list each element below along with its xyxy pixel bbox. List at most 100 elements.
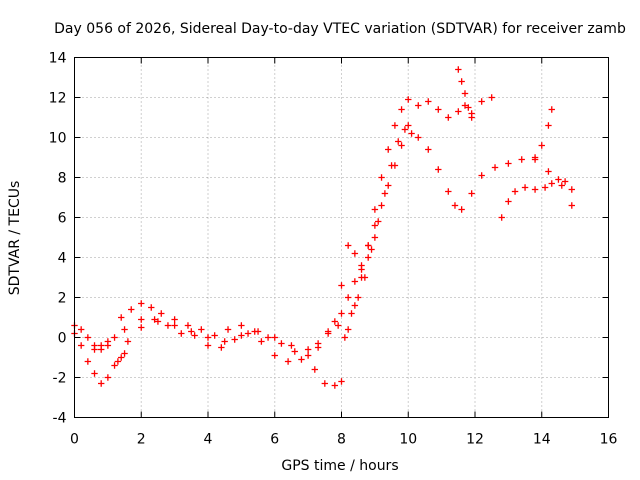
data-point [98, 342, 105, 349]
data-point [271, 334, 278, 341]
data-point [398, 142, 405, 149]
data-point [401, 126, 409, 133]
data-point [188, 328, 195, 335]
data-point [465, 104, 472, 111]
data-point [77, 342, 85, 349]
data-point [331, 382, 339, 389]
x-tick-label: 0 [70, 432, 79, 448]
y-tick-label: 14 [49, 51, 67, 67]
data-point [151, 316, 158, 323]
data-marks [71, 66, 575, 389]
data-point [91, 346, 98, 353]
data-point [468, 114, 475, 121]
data-point [558, 182, 565, 189]
data-point [375, 218, 382, 225]
data-point [138, 316, 145, 323]
data-point [321, 380, 329, 387]
y-tick-label: 8 [58, 171, 67, 187]
data-point [521, 184, 529, 191]
data-point [371, 222, 379, 229]
data-point [314, 344, 322, 351]
data-point [271, 352, 278, 359]
data-point [111, 362, 118, 369]
data-point [211, 332, 218, 339]
series-track-6 [531, 106, 555, 161]
y-tick-label: 6 [58, 211, 67, 227]
data-point [445, 188, 452, 195]
data-point [348, 310, 355, 317]
data-point [498, 214, 505, 221]
series-track-3 [118, 122, 412, 359]
data-point [505, 160, 512, 167]
data-point [391, 122, 399, 129]
data-point [468, 190, 475, 197]
data-point [541, 184, 549, 191]
data-point [118, 354, 125, 361]
data-point [351, 302, 359, 309]
data-point [84, 358, 92, 365]
y-tick-label: 12 [49, 91, 67, 107]
data-point [114, 358, 122, 365]
y-tick-label: 0 [58, 331, 67, 347]
data-point [445, 114, 452, 121]
data-point [461, 102, 469, 109]
data-point [531, 154, 539, 161]
x-tick-label: 6 [270, 432, 279, 448]
data-point [561, 178, 569, 185]
data-point [121, 350, 128, 357]
data-point [455, 108, 462, 115]
x-tick-labels: 0 2 4 6 8 10 12 14 16 [70, 432, 617, 448]
data-point [238, 332, 245, 339]
data-point [548, 106, 555, 113]
data-point [218, 344, 225, 351]
data-point [548, 180, 555, 187]
data-point [184, 322, 192, 329]
data-point [298, 356, 305, 363]
chart-title: Day 056 of 2026, Sidereal Day-to-day VTE… [54, 21, 626, 37]
data-point [415, 134, 422, 141]
data-point [258, 338, 265, 345]
y-tick-label: 4 [58, 251, 67, 267]
data-point [264, 334, 272, 341]
data-point [124, 338, 132, 345]
data-point [178, 330, 185, 337]
data-point [368, 246, 375, 253]
x-tick-label: 4 [204, 432, 213, 448]
data-point [478, 98, 485, 105]
data-point [154, 318, 162, 325]
data-point [284, 358, 292, 365]
data-point [455, 66, 462, 73]
data-point [371, 206, 379, 213]
x-axis-label: GPS time / hours [281, 458, 398, 474]
data-point [371, 234, 379, 241]
data-point [344, 294, 352, 301]
data-point [391, 162, 399, 169]
y-tick-labels: -4 -2 0 2 4 6 8 10 12 14 [49, 51, 67, 427]
data-point [354, 294, 362, 301]
data-point [408, 130, 415, 137]
data-point [538, 142, 545, 149]
data-point [324, 330, 332, 337]
series-track-2 [71, 94, 495, 389]
data-point [398, 106, 405, 113]
x-tick-label: 2 [137, 432, 146, 448]
data-point [128, 306, 135, 313]
data-point [385, 146, 392, 153]
data-point [311, 366, 318, 373]
data-point [244, 330, 252, 337]
data-point [77, 326, 85, 333]
data-point [425, 146, 432, 153]
data-point [251, 328, 258, 335]
data-point [104, 338, 112, 345]
data-point [405, 96, 412, 103]
y-tick-label: 10 [49, 131, 67, 147]
data-point [164, 322, 172, 329]
data-point [458, 78, 465, 85]
data-point [118, 314, 125, 321]
y-axis-label: SDTVAR / TECUs [7, 181, 23, 296]
series-track-8 [91, 338, 128, 369]
data-point [98, 380, 105, 387]
series-track-4 [455, 66, 475, 121]
x-tick-label: 12 [466, 432, 484, 448]
data-point [351, 250, 359, 257]
